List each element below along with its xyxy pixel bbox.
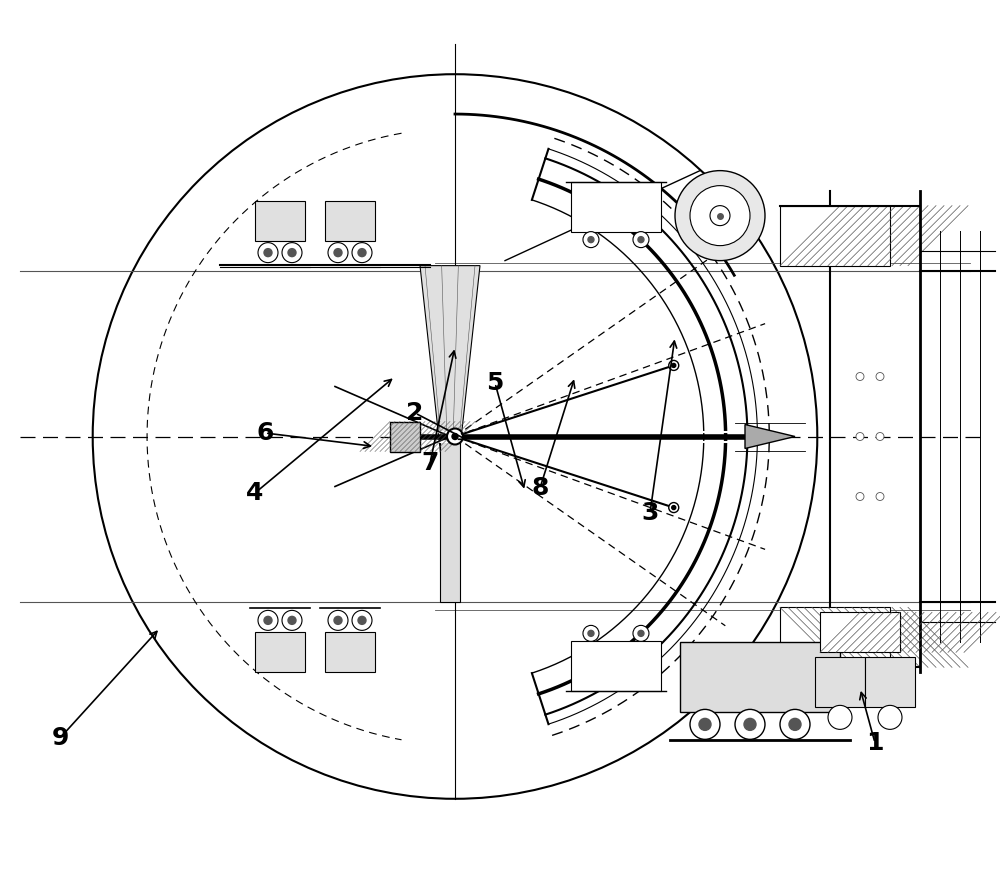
Bar (820, 612, 900, 652)
Circle shape (358, 249, 366, 257)
Text: 2: 2 (406, 401, 424, 425)
Circle shape (452, 434, 458, 439)
Circle shape (288, 616, 296, 624)
Bar (865, 657, 915, 707)
Bar (571, 182, 661, 231)
Circle shape (878, 705, 902, 729)
Bar (680, 643, 840, 712)
Bar (440, 436, 460, 602)
Circle shape (672, 505, 676, 510)
Circle shape (638, 237, 644, 243)
Circle shape (789, 718, 801, 731)
Circle shape (358, 616, 366, 624)
Circle shape (876, 492, 884, 500)
Circle shape (334, 616, 342, 624)
Bar (255, 632, 305, 672)
Text: 8: 8 (531, 476, 549, 500)
Circle shape (264, 249, 272, 257)
Circle shape (334, 249, 342, 257)
Circle shape (856, 492, 864, 500)
Circle shape (744, 718, 756, 731)
Bar (571, 642, 661, 691)
Circle shape (328, 243, 348, 263)
Circle shape (328, 610, 348, 630)
Circle shape (264, 616, 272, 624)
Bar (780, 608, 890, 667)
Circle shape (690, 186, 750, 245)
Circle shape (258, 243, 278, 263)
Circle shape (638, 630, 644, 636)
Text: 9: 9 (51, 726, 69, 750)
Circle shape (352, 610, 372, 630)
Circle shape (588, 237, 594, 243)
Polygon shape (420, 265, 480, 466)
Text: 4: 4 (246, 481, 264, 505)
Text: 6: 6 (256, 421, 274, 445)
Circle shape (282, 610, 302, 630)
Circle shape (876, 373, 884, 381)
Text: 1: 1 (866, 731, 884, 755)
Text: 5: 5 (486, 371, 504, 395)
Bar (390, 422, 420, 451)
Circle shape (258, 610, 278, 630)
Circle shape (352, 243, 372, 263)
Circle shape (282, 243, 302, 263)
Bar (780, 206, 890, 265)
Circle shape (583, 231, 599, 248)
Circle shape (828, 705, 852, 729)
Circle shape (856, 432, 864, 441)
Circle shape (675, 170, 765, 261)
Circle shape (633, 625, 649, 642)
Circle shape (669, 361, 679, 370)
Circle shape (780, 710, 810, 739)
Bar (440, 276, 460, 436)
Text: 7: 7 (421, 451, 439, 475)
Bar (325, 632, 375, 672)
Circle shape (699, 718, 711, 731)
Circle shape (583, 625, 599, 642)
Circle shape (690, 710, 720, 739)
Circle shape (856, 373, 864, 381)
Circle shape (447, 429, 463, 444)
Polygon shape (745, 424, 795, 449)
Circle shape (669, 503, 679, 512)
Circle shape (735, 710, 765, 739)
Circle shape (876, 432, 884, 441)
Circle shape (672, 363, 676, 368)
Circle shape (710, 206, 730, 225)
Bar (815, 657, 865, 707)
Circle shape (588, 630, 594, 636)
Circle shape (288, 249, 296, 257)
Bar (255, 201, 305, 241)
Circle shape (633, 231, 649, 248)
Bar (325, 201, 375, 241)
Text: 3: 3 (641, 501, 659, 525)
